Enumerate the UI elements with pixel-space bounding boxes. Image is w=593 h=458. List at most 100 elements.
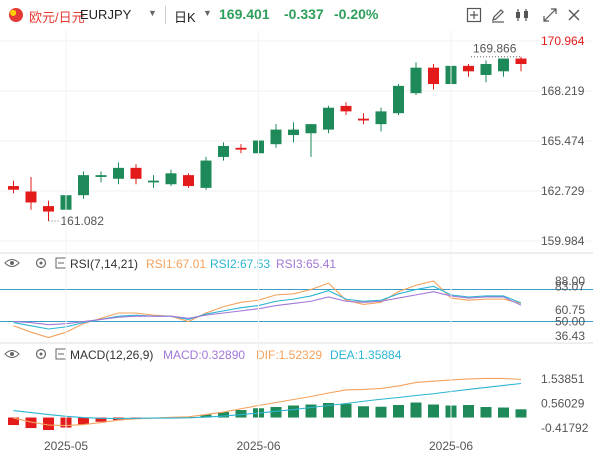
candle-body (148, 180, 159, 183)
macd-histogram-bar[interactable] (480, 407, 492, 418)
macd-histogram-bar[interactable] (270, 407, 282, 418)
candle-body (270, 129, 282, 145)
candle-body (410, 67, 422, 94)
candle-body (480, 64, 492, 75)
macd-axis-label: -0.41792 (541, 421, 589, 435)
candlestick[interactable] (288, 122, 299, 143)
candlestick[interactable] (358, 113, 369, 125)
rsi-axis-label: 50.00 (555, 315, 585, 329)
rsi-visibility-icon[interactable] (4, 259, 20, 267)
candlestick[interactable] (113, 162, 124, 185)
macd-histogram-bar[interactable] (375, 406, 387, 418)
price-change: -0.337 (284, 6, 324, 22)
candlestick[interactable] (78, 171, 89, 199)
candlestick[interactable] (270, 124, 282, 148)
candlestick[interactable] (165, 169, 177, 187)
rsi-settings-icon[interactable] (35, 257, 47, 269)
macd-histogram-bar[interactable] (358, 406, 369, 418)
candlestick[interactable] (130, 164, 142, 185)
macd-histogram-bar[interactable] (78, 417, 89, 425)
candlestick[interactable] (498, 58, 509, 77)
candlestick[interactable] (323, 105, 334, 134)
candle-body (183, 175, 194, 187)
macd-value: MACD:0.32890 (163, 348, 245, 362)
macd-settings-icon[interactable] (35, 348, 47, 360)
pencil-icon[interactable] (490, 7, 506, 23)
timeframe-selector[interactable]: 日K (174, 10, 196, 25)
rsi-axis-label: 83.07 (555, 279, 585, 293)
candlestick[interactable] (463, 64, 474, 77)
candle-body (113, 167, 124, 179)
candle-body (43, 206, 54, 212)
instrument-name[interactable]: 欧元/日元 (29, 10, 85, 25)
candlestick[interactable] (218, 142, 229, 161)
candlestick[interactable] (428, 64, 439, 90)
dif-value: DIF:1.52329 (256, 348, 322, 362)
candle-body (200, 160, 212, 188)
macd-template-icon[interactable] (55, 348, 67, 360)
candlestick[interactable] (25, 176, 37, 210)
candlestick[interactable] (43, 200, 54, 222)
expand-icon[interactable] (542, 7, 558, 23)
macd-histogram-bar[interactable] (463, 405, 474, 418)
macd-histogram-bar[interactable] (288, 405, 299, 418)
macd-histogram-bar[interactable] (515, 409, 527, 418)
macd-histogram-bar[interactable] (95, 417, 107, 422)
macd-histogram-bar[interactable] (393, 405, 404, 418)
rsi2-value: RSI2:67.53 (210, 257, 270, 271)
candlestick[interactable] (183, 173, 194, 188)
candlestick[interactable] (393, 84, 404, 116)
rsi-line-3 (13, 291, 522, 326)
candlestick[interactable] (95, 171, 107, 183)
macd-histogram-bar[interactable] (8, 417, 19, 426)
timeframe-dropdown-icon[interactable]: ▼ (203, 8, 212, 18)
candle-body (393, 85, 404, 114)
candlestick[interactable] (305, 124, 317, 157)
candlestick[interactable] (480, 60, 492, 83)
candlestick[interactable] (148, 175, 159, 188)
candle-body (340, 105, 352, 112)
rsi-title: RSI(7,14,21) (70, 257, 138, 271)
price-change-percent: -0.20% (334, 6, 379, 22)
candle-body (358, 118, 369, 121)
macd-histogram-bar[interactable] (25, 417, 37, 429)
candlestick[interactable] (8, 180, 19, 194)
low-annotation: 161.082 (61, 214, 105, 228)
price-axis-label: 162.729 (541, 184, 585, 198)
header-divider (165, 6, 166, 24)
macd-histogram-bar[interactable] (218, 412, 229, 418)
candle-body (8, 186, 19, 190)
crosshair-icon[interactable] (466, 7, 482, 23)
macd-histogram-bar[interactable] (200, 414, 212, 418)
candlestick[interactable] (200, 156, 212, 190)
candlestick[interactable] (340, 102, 352, 116)
macd-histogram-bar[interactable] (498, 407, 509, 418)
candlestick[interactable] (515, 56, 527, 72)
macd-histogram-bar[interactable] (340, 403, 352, 418)
candle-body (515, 58, 527, 65)
macd-histogram-bar[interactable] (305, 404, 317, 418)
rsi-template-icon[interactable] (55, 257, 67, 269)
macd-histogram-bar[interactable] (43, 417, 54, 431)
rsi-axis-label: 88.00 (555, 274, 585, 288)
rsi-axis-label: 60.75 (555, 303, 585, 317)
x-axis-label: 2025-06 (429, 439, 473, 453)
candlestick[interactable] (410, 62, 422, 95)
candlestick[interactable] (235, 144, 247, 154)
macd-visibility-icon[interactable] (4, 350, 20, 358)
candle-body (463, 65, 474, 72)
x-axis-label: 2025-06 (237, 439, 281, 453)
dif-line (13, 377, 522, 427)
candlestick[interactable] (375, 107, 387, 132)
macd-histogram-bar[interactable] (235, 410, 247, 418)
close-icon[interactable] (566, 7, 582, 23)
macd-histogram-bar[interactable] (428, 404, 439, 418)
macd-histogram-bar[interactable] (410, 402, 422, 418)
candle-body (288, 129, 299, 136)
price-axis-label: 170.964 (541, 34, 585, 48)
macd-histogram-bar[interactable] (323, 403, 334, 418)
symbol-label[interactable]: EURJPY (80, 7, 132, 22)
symbol-dropdown-icon[interactable]: ▼ (148, 8, 157, 18)
candle-type-icon[interactable] (514, 7, 530, 23)
